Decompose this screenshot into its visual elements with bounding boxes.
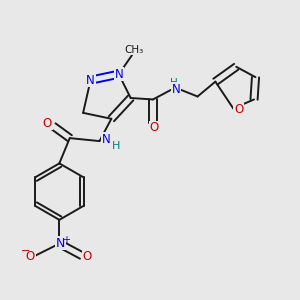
Text: H: H: [112, 141, 120, 152]
Text: +: +: [62, 235, 70, 245]
Text: O: O: [150, 121, 159, 134]
Text: N: N: [86, 74, 95, 87]
Text: O: O: [234, 103, 243, 116]
Text: N: N: [56, 236, 65, 250]
Text: O: O: [26, 250, 35, 263]
Text: N: N: [102, 133, 110, 146]
Text: −: −: [21, 246, 30, 256]
Text: N: N: [114, 68, 123, 81]
Text: N: N: [172, 82, 181, 96]
Text: CH₃: CH₃: [124, 44, 143, 55]
Text: O: O: [43, 117, 52, 130]
Text: H: H: [170, 78, 178, 88]
Text: O: O: [82, 250, 91, 263]
